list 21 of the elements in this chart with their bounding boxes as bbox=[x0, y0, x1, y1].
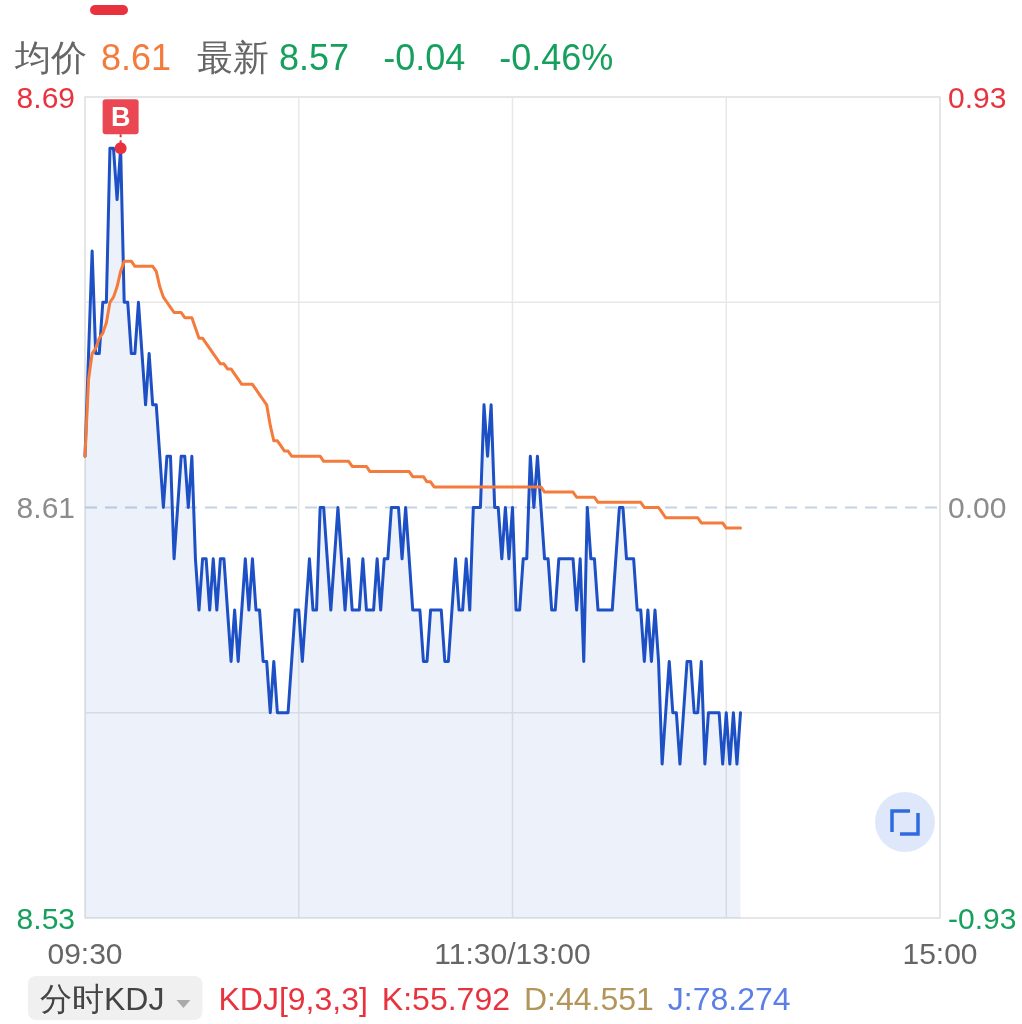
text: K:55.792 bbox=[381, 981, 510, 1017]
text: 8.61 bbox=[101, 37, 172, 78]
y2-tick-label: 0.00 bbox=[948, 491, 1007, 524]
text: 8.57 bbox=[279, 37, 350, 78]
y-tick-label: 8.69 bbox=[16, 80, 75, 114]
text: 最新 bbox=[197, 37, 270, 78]
text: KDJ[9,3,3] bbox=[218, 981, 368, 1017]
x-tick-label: 11:30/13:00 bbox=[434, 937, 591, 970]
text: D:44.551 bbox=[523, 981, 654, 1017]
y2-tick-label: 0.93 bbox=[948, 80, 1007, 114]
text: J:78.274 bbox=[667, 981, 791, 1017]
y-tick-label: 8.53 bbox=[16, 901, 75, 935]
y2-tick-label: -0.93 bbox=[948, 901, 1017, 935]
annotation: B bbox=[110, 102, 131, 133]
text: 均价 bbox=[14, 37, 87, 78]
text: -0.46% bbox=[499, 37, 614, 78]
x-tick-label: 09:30 bbox=[47, 937, 123, 970]
text: -0.04 bbox=[383, 37, 466, 78]
y-tick-label: 8.61 bbox=[16, 491, 75, 524]
x-tick-label: 15:00 bbox=[902, 937, 978, 970]
text: 分时KDJ bbox=[40, 981, 165, 1017]
